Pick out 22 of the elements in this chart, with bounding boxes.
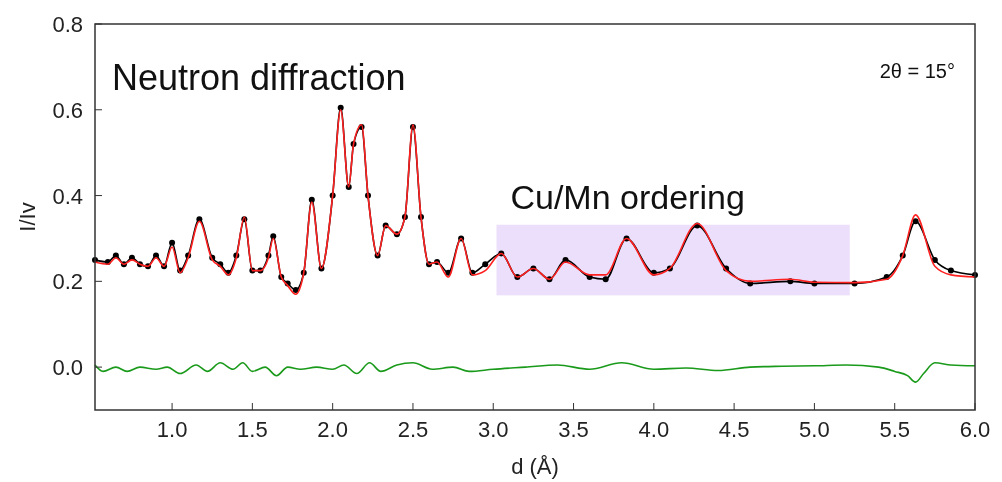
x-tick-label: 6.0 <box>959 417 991 442</box>
x-tick-label: 2.5 <box>397 417 429 442</box>
x-tick-label: 2.0 <box>317 417 348 442</box>
y-tick-label: 0.4 <box>52 183 83 209</box>
x-axis-title: d (Å) <box>511 454 559 479</box>
y-tick-label: 0.8 <box>52 12 83 37</box>
y-axis-title: I/Iv <box>15 202 40 232</box>
y-tick-label: 0.0 <box>52 355 83 381</box>
x-tick-label: 4.5 <box>718 417 750 442</box>
x-tick-label: 4.0 <box>638 417 670 442</box>
y-tick-label: 0.2 <box>52 269 83 295</box>
y-tick-label: 0.6 <box>52 97 83 123</box>
x-tick-label: 3.5 <box>558 417 589 442</box>
x-tick-label: 1.0 <box>156 417 188 442</box>
x-tick-label: 5.0 <box>799 417 830 442</box>
x-tick-label: 1.5 <box>237 417 268 442</box>
band-label: Cu/Mn ordering <box>510 177 745 216</box>
x-tick-label: 5.5 <box>879 417 910 442</box>
annotation: 2θ = 15° <box>879 60 955 82</box>
annotation: Neutron diffraction <box>112 57 406 98</box>
line-series <box>94 362 976 383</box>
x-tick-label: 3.0 <box>477 417 509 442</box>
